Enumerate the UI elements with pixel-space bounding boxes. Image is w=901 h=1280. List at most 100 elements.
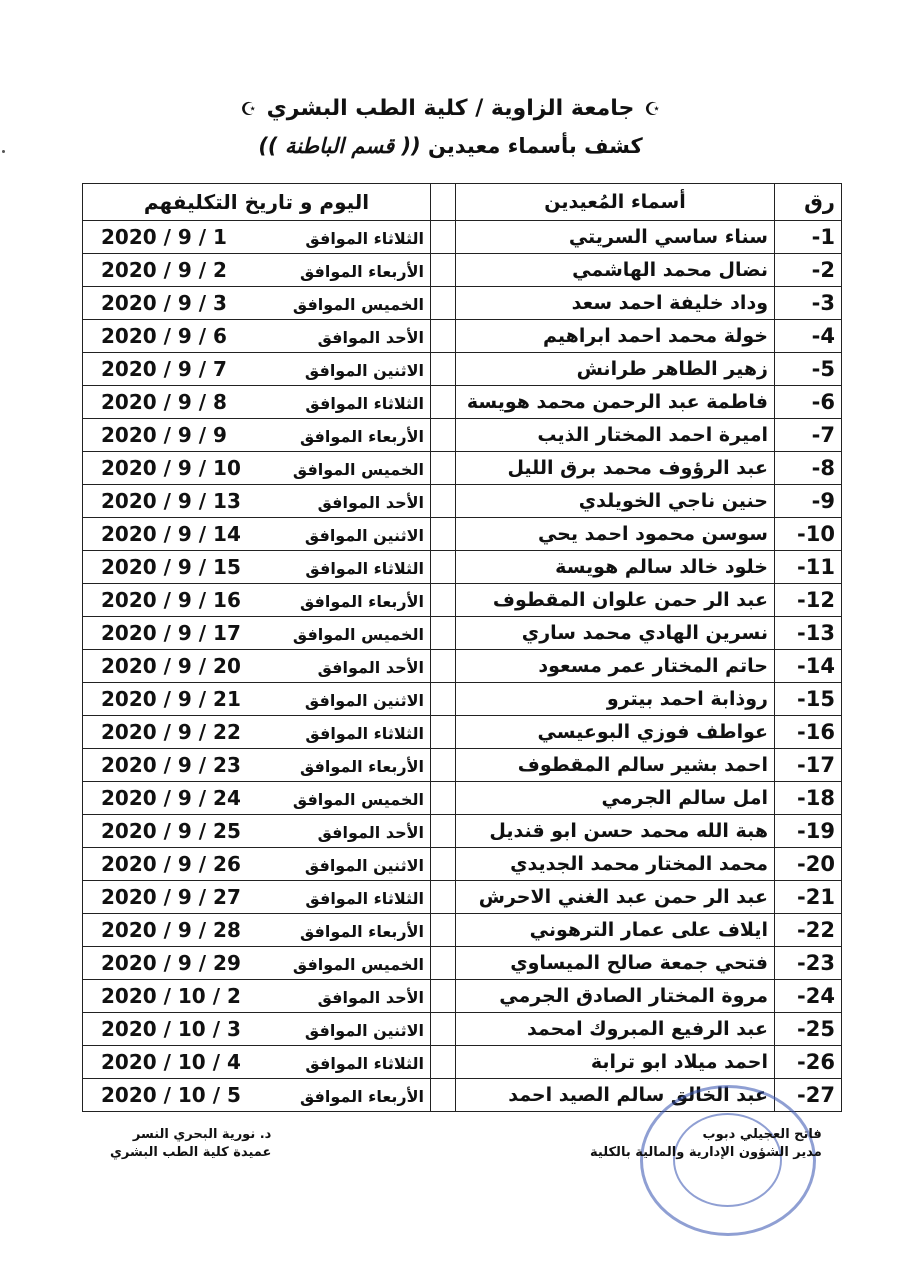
row-name: عبد الرفيع المبروك امحمد	[455, 1012, 775, 1046]
row-name: خلود خالد سالم هويسة	[455, 550, 775, 584]
row-name: خولة محمد احمد ابراهيم	[455, 319, 775, 353]
row-date: 2020 / 9 / 17	[101, 621, 241, 645]
table-row: 25- عبد الرفيع المبروك امحمد الاثنين الموا…	[82, 1012, 842, 1046]
row-name: عبد الر حمن علوان المقطوف	[455, 583, 775, 617]
row-number: 12-	[774, 583, 842, 617]
table-row: 6- فاطمة عبد الرحمن محمد هويسة الثلاثاء ال…	[82, 385, 842, 419]
row-blank	[430, 682, 456, 716]
row-day: الأحد الموافق	[317, 658, 424, 677]
official-stamp	[640, 1085, 816, 1236]
row-date-cell: الثلاثاء الموافق 2020 / 10 / 4	[82, 1045, 431, 1079]
row-name: اميرة احمد المختار الذيب	[455, 418, 775, 452]
row-blank	[430, 286, 456, 320]
row-date-cell: الأربعاء الموافق 2020 / 9 / 9	[82, 418, 431, 452]
row-date: 2020 / 9 / 1	[101, 225, 227, 249]
row-date: 2020 / 9 / 6	[101, 324, 227, 348]
table-row: 21- عبد الر حمن عبد الغني الاحرش الثلاثاء …	[82, 880, 842, 914]
row-blank	[430, 517, 456, 551]
row-day: الاثنين الموافق	[304, 1021, 424, 1040]
row-number: 9-	[774, 484, 842, 518]
row-name: حنين ناجي الخويلدي	[455, 484, 775, 518]
table-row: 7- اميرة احمد المختار الذيب الأربعاء الموا…	[82, 418, 842, 452]
row-number: 11-	[774, 550, 842, 584]
row-blank	[430, 418, 456, 452]
row-blank	[430, 451, 456, 485]
row-name: روذابة احمد بيترو	[455, 682, 775, 716]
row-blank	[430, 748, 456, 782]
row-blank	[430, 253, 456, 287]
table-row: 8- عبد الرؤوف محمد برق الليل الخميس المواف…	[82, 451, 842, 485]
row-day: الأربعاء الموافق	[299, 1087, 424, 1106]
row-date-cell: الثلاثاء الموافق 2020 / 9 / 8	[82, 385, 431, 419]
row-date-cell: الأربعاء الموافق 2020 / 9 / 16	[82, 583, 431, 617]
row-date-cell: الاثنين الموافق 2020 / 10 / 3	[82, 1012, 431, 1046]
table-row: 18- امل سالم الجرمي الخميس الموافق 2020 / 9…	[82, 781, 842, 815]
row-blank	[430, 880, 456, 914]
row-date: 2020 / 9 / 14	[101, 522, 241, 546]
row-day: الثلاثاء الموافق	[305, 394, 424, 413]
row-day: الأحد الموافق	[317, 493, 424, 512]
table-row: 26- احمد ميلاد ابو ترابة الثلاثاء الموافق 2…	[82, 1045, 842, 1079]
row-date-cell: الخميس الموافق 2020 / 9 / 24	[82, 781, 431, 815]
table-row: 12- عبد الر حمن علوان المقطوف الأربعاء الم…	[82, 583, 842, 617]
row-date-cell: الخميس الموافق 2020 / 9 / 29	[82, 946, 431, 980]
row-day: الأحد الموافق	[317, 823, 424, 842]
row-number: 5-	[774, 352, 842, 386]
row-name: احمد بشير سالم المقطوف	[455, 748, 775, 782]
row-number: 4-	[774, 319, 842, 353]
row-date: 2020 / 9 / 15	[101, 555, 241, 579]
row-blank	[430, 781, 456, 815]
row-day: الخميس الموافق	[292, 625, 424, 644]
row-blank	[430, 385, 456, 419]
row-day: الخميس الموافق	[292, 790, 424, 809]
row-number: 14-	[774, 649, 842, 683]
table-row: 9- حنين ناجي الخويلدي الأحد الموافق 2020 / …	[82, 484, 842, 518]
table-row: 5- زهير الطاهر طرانش الاثنين الموافق 2020 /…	[82, 352, 842, 386]
row-date-cell: الأحد الموافق 2020 / 9 / 6	[82, 319, 431, 353]
row-number: 24-	[774, 979, 842, 1013]
row-date: 2020 / 9 / 8	[101, 390, 227, 414]
row-name: فاطمة عبد الرحمن محمد هويسة	[455, 385, 775, 419]
table-row: 23- فتحي جمعة صالح الميساوي الخميس الموافق…	[82, 946, 842, 980]
row-name: نضال محمد الهاشمي	[455, 253, 775, 287]
table-row: 10- سوسن محمود احمد يحي الاثنين الموافق 202…	[82, 517, 842, 551]
row-name: سناء ساسي السريتي	[455, 220, 775, 254]
row-date-cell: الاثنين الموافق 2020 / 9 / 7	[82, 352, 431, 386]
row-day: الأربعاء الموافق	[299, 757, 424, 776]
row-date-cell: الثلاثاء الموافق 2020 / 9 / 27	[82, 880, 431, 914]
row-blank	[430, 946, 456, 980]
table-row: 3- وداد خليفة احمد سعد الخميس الموافق 2020 …	[82, 286, 842, 320]
row-date-cell: الأربعاء الموافق 2020 / 9 / 28	[82, 913, 431, 947]
row-date: 2020 / 10 / 3	[101, 1017, 241, 1041]
row-number: 8-	[774, 451, 842, 485]
crescent-star-icon: ☪	[644, 99, 661, 120]
row-day: الثلاثاء الموافق	[305, 1054, 424, 1073]
row-date: 2020 / 10 / 2	[101, 984, 241, 1008]
table-row: 13- نسرين الهادي محمد ساري الخميس الموافق 2…	[82, 616, 842, 650]
row-day: الأربعاء الموافق	[299, 592, 424, 611]
row-date: 2020 / 9 / 23	[101, 753, 241, 777]
row-date: 2020 / 9 / 21	[101, 687, 241, 711]
row-number: 20-	[774, 847, 842, 881]
row-date-cell: الثلاثاء الموافق 2020 / 9 / 15	[82, 550, 431, 584]
row-number: 3-	[774, 286, 842, 320]
row-number: 1-	[774, 220, 842, 254]
row-number: 19-	[774, 814, 842, 848]
signatory-role: مدير الشؤون الإدارية والمالية بالكلية	[590, 1145, 822, 1160]
row-name: عواطف فوزي البوعيسي	[455, 715, 775, 749]
row-date: 2020 / 9 / 29	[101, 951, 241, 975]
row-day: الثلاثاء الموافق	[305, 889, 424, 908]
row-date-cell: الأربعاء الموافق 2020 / 9 / 2	[82, 253, 431, 287]
row-blank	[430, 715, 456, 749]
row-number: 21-	[774, 880, 842, 914]
header-blank	[430, 183, 456, 221]
row-date-cell: الخميس الموافق 2020 / 9 / 17	[82, 616, 431, 650]
header-date: اليوم و تاريخ التكليفهم	[82, 183, 431, 221]
row-day: الخميس الموافق	[292, 955, 424, 974]
table-row: 16- عواطف فوزي البوعيسي الثلاثاء الموافق 20…	[82, 715, 842, 749]
table-row: 11- خلود خالد سالم هويسة الثلاثاء الموافق 2…	[82, 550, 842, 584]
table-row: 24- مروة المختار الصادق الجرمي الأحد الموا…	[82, 979, 842, 1013]
table-row: 4- خولة محمد احمد ابراهيم الأحد الموافق 202…	[82, 319, 842, 353]
row-date: 2020 / 9 / 9	[101, 423, 227, 447]
signature-admin: فاتح العجيلي دبوب مدير الشؤون الإدارية و…	[590, 1126, 822, 1162]
